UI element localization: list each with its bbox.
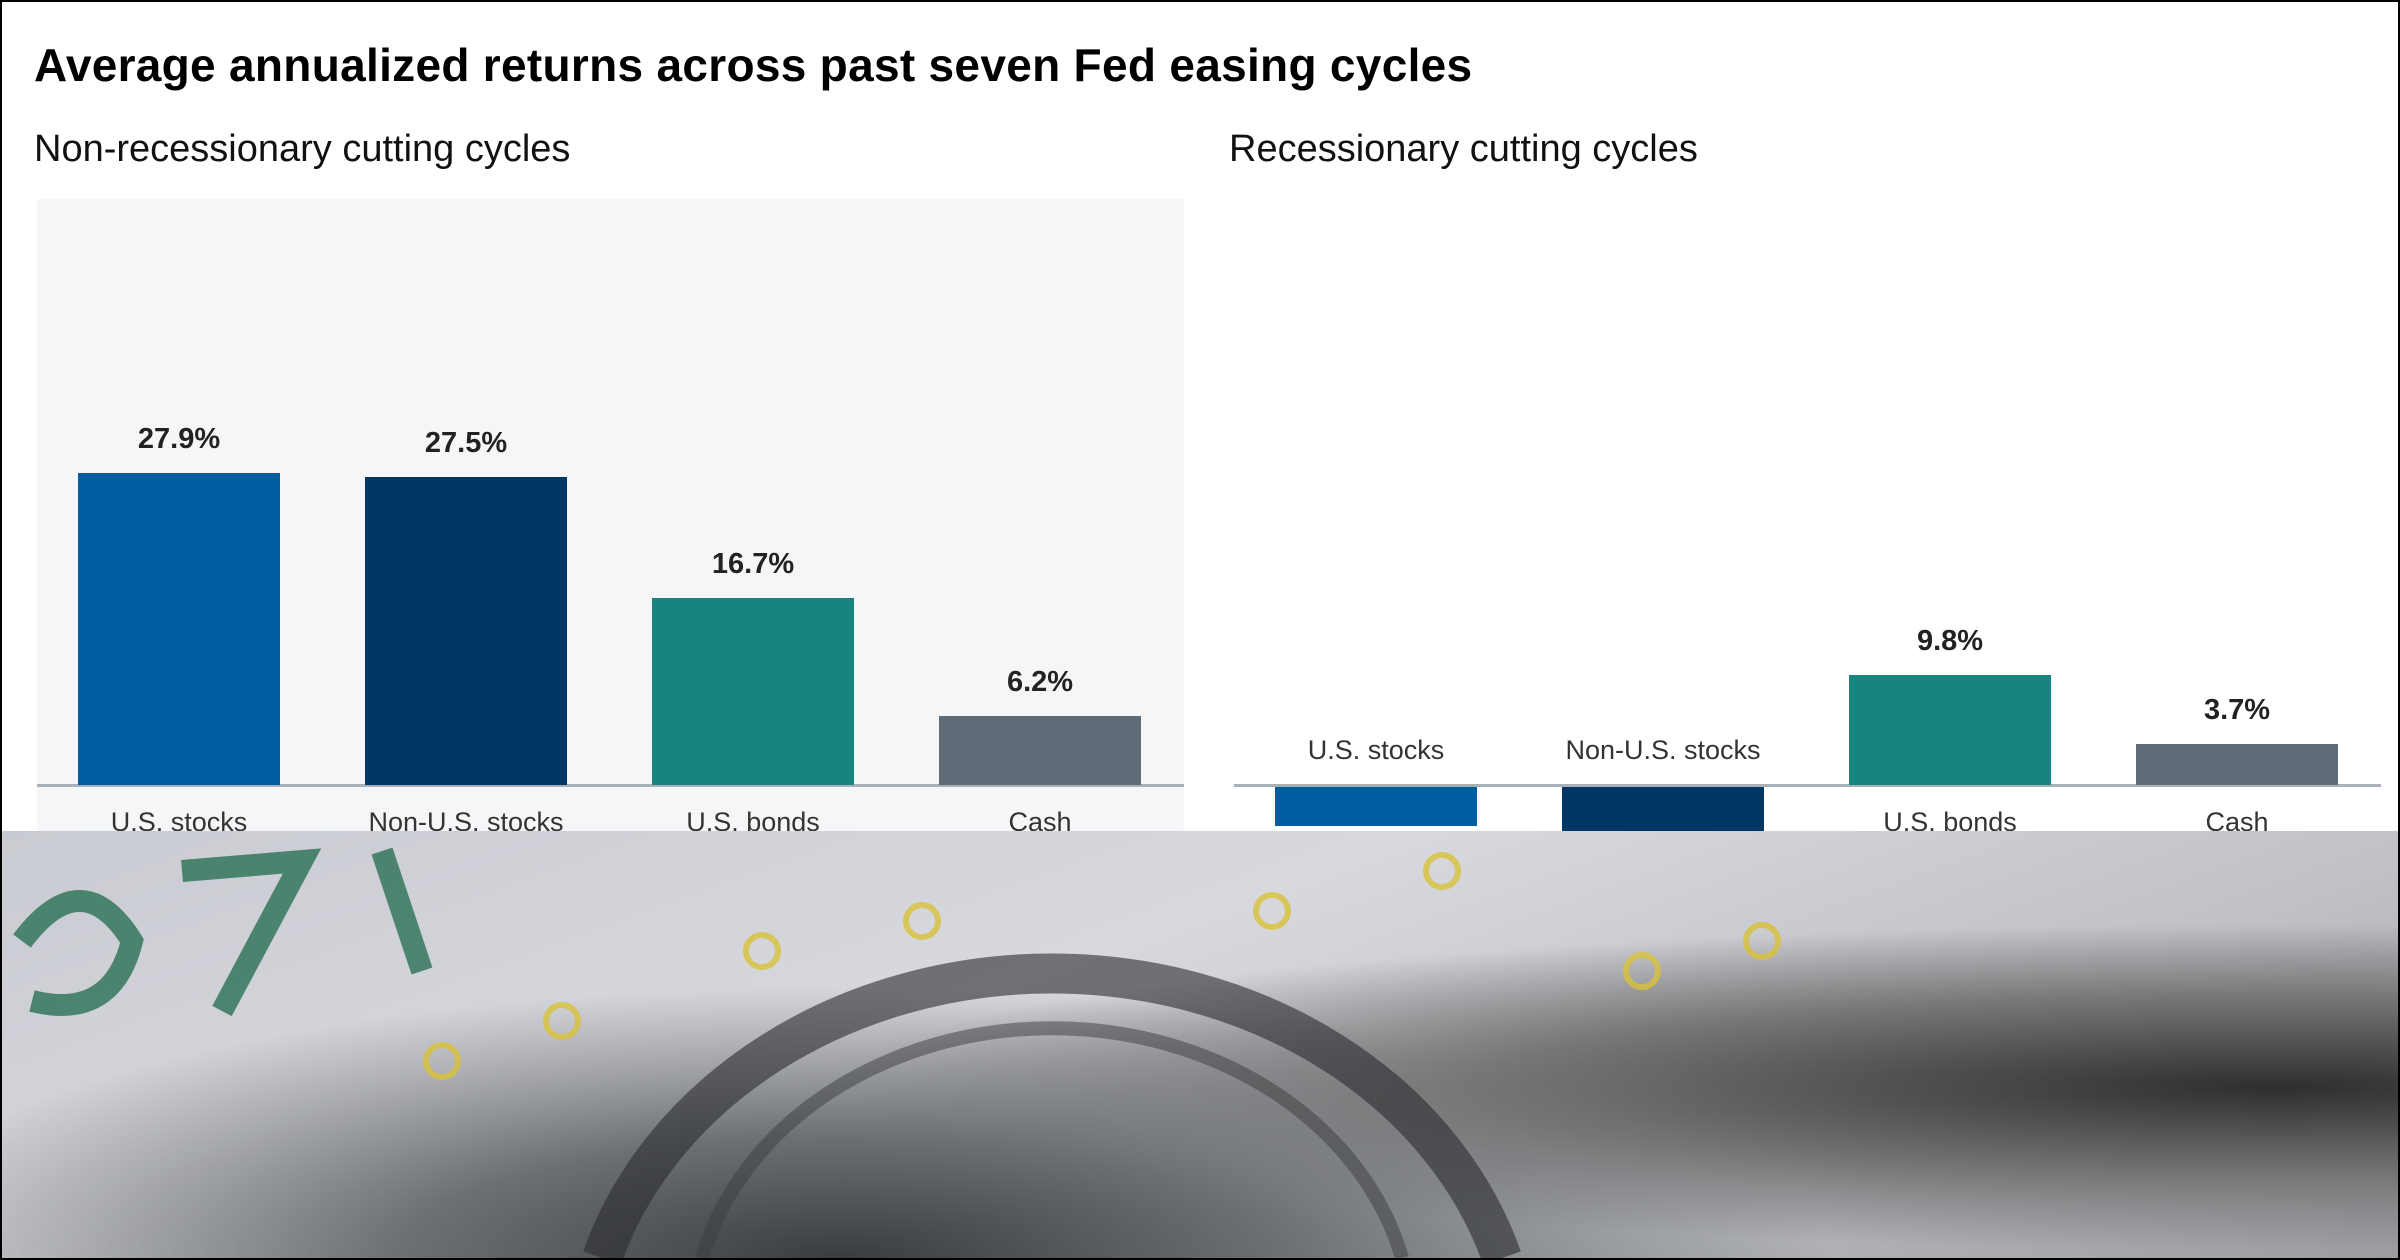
- right-chart-subtitle: Recessionary cutting cycles: [1229, 128, 1698, 170]
- zero-axis: [1234, 784, 2381, 787]
- bar-u-s-bonds: [652, 597, 854, 785]
- category-label-non-u-s-stocks: Non-U.S. stocks: [1565, 735, 1761, 765]
- dollar-bill-photo: [2, 831, 2398, 1258]
- value-label-cash: 3.7%: [2203, 693, 2271, 726]
- non-recessionary-chart: 27.9% U.S. stocks 27.5% Non-U.S. stocks 16.7…: [37, 199, 1184, 837]
- bar-non-u-s-stocks: [365, 477, 567, 785]
- value-label-non-u-s-stocks: 27.5%: [424, 427, 508, 459]
- value-label-u-s-bonds: 16.7%: [711, 547, 795, 580]
- zero-axis: [37, 784, 1184, 787]
- value-label-cash: 6.2%: [1006, 665, 1074, 698]
- bar-u-s-stocks: [1275, 787, 1477, 827]
- bar-u-s-stocks: [78, 472, 280, 785]
- left-chart-subtitle: Non-recessionary cutting cycles: [34, 128, 571, 170]
- chart-title: Average annualized returns across past s…: [34, 39, 1473, 91]
- recessionary-chart: −3.5%U.S. stocks−9.4%Non-U.S. stocks9.8%…: [1234, 199, 2381, 950]
- bar-u-s-bonds: [1849, 675, 2051, 785]
- value-label-u-s-bonds: 9.8%: [1916, 625, 1984, 658]
- value-label-u-s-stocks: 27.9%: [137, 422, 221, 455]
- bar-cash: [2136, 743, 2338, 785]
- bar-cash: [939, 715, 1141, 785]
- photo-decoration: [13, 847, 1781, 1258]
- category-label-u-s-stocks: U.S. stocks: [1307, 735, 1445, 765]
